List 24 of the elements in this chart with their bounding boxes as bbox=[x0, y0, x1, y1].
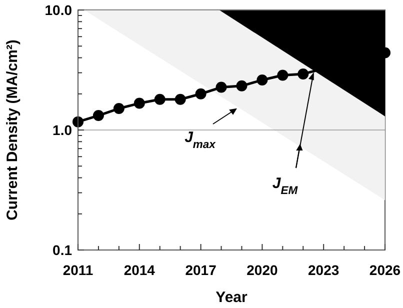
annotation: J$_{EM}$ bbox=[272, 175, 298, 197]
x-axis-title: Year bbox=[216, 289, 248, 306]
y-tick-label: 10.0 bbox=[44, 2, 72, 18]
point bbox=[154, 94, 166, 105]
point bbox=[256, 74, 268, 86]
x-tick-label: 2020 bbox=[246, 262, 278, 278]
x-tick-label: 2026 bbox=[369, 262, 401, 278]
x-tick-label: 2017 bbox=[185, 262, 217, 278]
point bbox=[236, 80, 248, 92]
point bbox=[174, 94, 186, 105]
y-tick-label: 1.0 bbox=[52, 122, 72, 138]
point bbox=[277, 70, 288, 81]
y-axis-title: Current Density (MA/cm²) bbox=[4, 40, 21, 220]
point bbox=[195, 88, 206, 100]
x-tick-label: 2014 bbox=[124, 262, 156, 278]
y-tick-label: 0.1 bbox=[52, 242, 72, 258]
point bbox=[92, 110, 104, 122]
point bbox=[298, 68, 309, 80]
x-tick-label: 2011 bbox=[62, 262, 94, 278]
annotation: J$_{max}$ bbox=[184, 129, 216, 151]
point bbox=[216, 82, 227, 93]
point bbox=[134, 98, 145, 109]
x-tick-label: 2023 bbox=[308, 262, 340, 278]
point bbox=[113, 103, 124, 114]
